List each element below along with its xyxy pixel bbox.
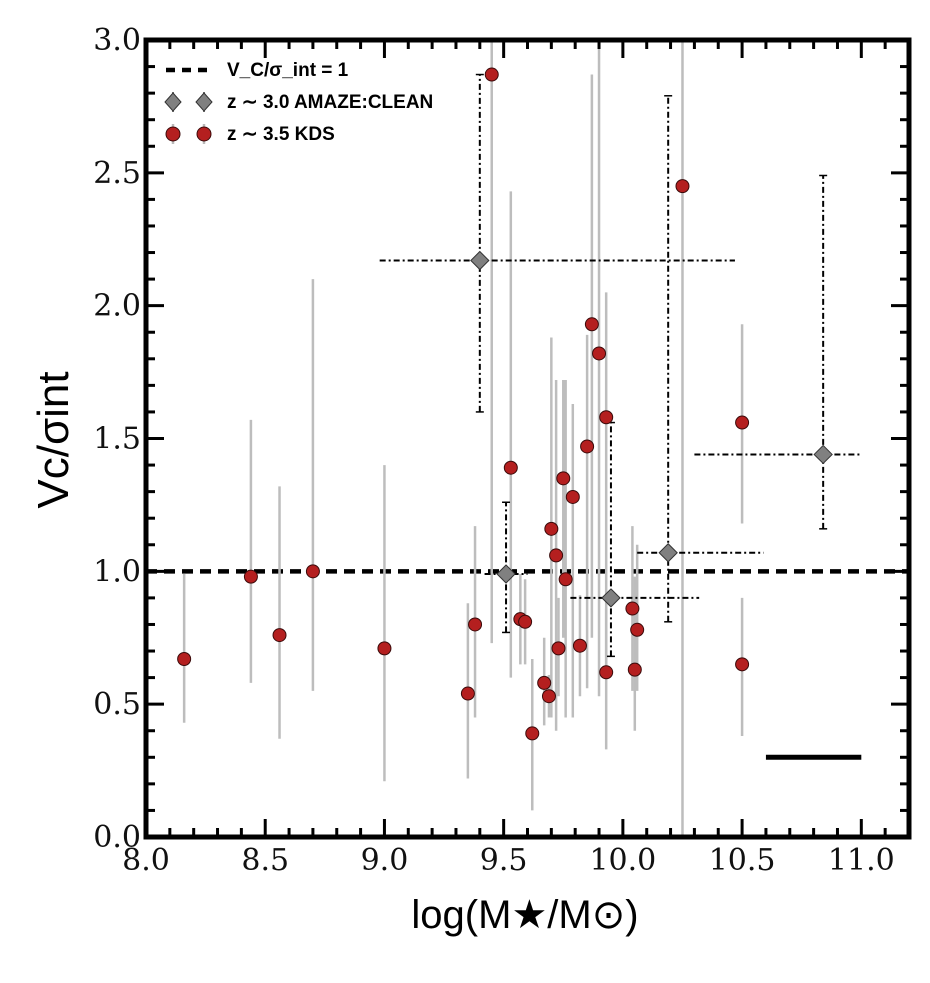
y-tick-label: 2.5 bbox=[93, 156, 141, 191]
kds-point bbox=[625, 601, 640, 616]
kds-point bbox=[551, 641, 566, 656]
legend-item-reference-line: V_C/σ_int = 1 bbox=[166, 60, 349, 81]
kds-point bbox=[630, 622, 645, 637]
kds-point bbox=[243, 569, 258, 584]
x-axis-title: log(M★/M⊙) bbox=[411, 893, 638, 937]
kds-point bbox=[177, 652, 192, 667]
legend-item-kds: z ∼ 3.5 KDS bbox=[165, 124, 335, 145]
amaze-point bbox=[470, 250, 490, 271]
y-tick-label: 3.0 bbox=[93, 23, 141, 58]
y-tick-label: 2.0 bbox=[93, 289, 141, 324]
kds-point bbox=[572, 638, 587, 653]
kds-point bbox=[549, 548, 564, 563]
x-tick-label: 9.0 bbox=[361, 843, 409, 878]
x-tick-label: 9.5 bbox=[480, 843, 528, 878]
amaze-point bbox=[496, 564, 516, 584]
kds-point bbox=[544, 521, 559, 536]
legend-circle-marker bbox=[196, 126, 212, 142]
plot-area bbox=[146, 40, 909, 837]
data-marks bbox=[146, 40, 909, 837]
plot-frame bbox=[143, 37, 912, 840]
kds-point bbox=[565, 489, 580, 504]
x-tick-label: 10.0 bbox=[589, 843, 656, 878]
kds-point bbox=[377, 641, 392, 656]
x-tick-label: 10.5 bbox=[709, 843, 776, 878]
kds-point bbox=[460, 686, 475, 701]
kds-point bbox=[518, 614, 533, 629]
legend-item-amaze: z ∼ 3.0 AMAZE:CLEAN bbox=[164, 92, 433, 113]
kds-point bbox=[537, 675, 552, 690]
kds-point bbox=[580, 439, 595, 454]
x-tick-label: 8.5 bbox=[241, 843, 289, 878]
kds-point bbox=[735, 657, 750, 672]
legend: V_C/σ_int = 1 z ∼ 3.0 AMAZE:CLEAN z ∼ 3.… bbox=[164, 60, 433, 145]
kds-point bbox=[627, 662, 642, 677]
kds-point bbox=[599, 410, 614, 425]
kds-point bbox=[592, 346, 607, 361]
kds-point bbox=[272, 628, 287, 643]
legend-diamond-marker bbox=[195, 92, 213, 112]
axis-ticks: 8.0 8.5 9.0 9.5 10.0 10.5 11.0 0.0 0.5 1.0 1.5 2.0 2… bbox=[93, 23, 911, 878]
kds-point bbox=[558, 572, 573, 587]
kds-point bbox=[503, 460, 518, 475]
y-tick-label: 1.0 bbox=[93, 554, 141, 589]
x-tick-label: 8.0 bbox=[122, 843, 170, 878]
legend-label-amaze: z ∼ 3.0 AMAZE:CLEAN bbox=[227, 92, 433, 113]
x-tick-label: 11.0 bbox=[828, 843, 895, 878]
kds-point bbox=[468, 617, 483, 632]
y-tick-label: 0.5 bbox=[93, 687, 141, 722]
y-axis-title: Vc/σint bbox=[29, 371, 78, 508]
kds-point bbox=[599, 665, 614, 680]
kds-point bbox=[675, 179, 690, 194]
kds-point bbox=[541, 689, 556, 704]
kds-point bbox=[556, 471, 571, 486]
legend-label-reference: V_C/σ_int = 1 bbox=[227, 60, 349, 81]
y-tick-label: 1.5 bbox=[93, 422, 141, 457]
kds-point bbox=[484, 67, 499, 82]
amaze-point bbox=[658, 543, 678, 563]
kds-point bbox=[305, 564, 320, 579]
kds-point bbox=[525, 726, 540, 741]
kds-point bbox=[735, 415, 750, 430]
legend-diamond-marker bbox=[164, 92, 182, 112]
y-tick-label: 0.0 bbox=[93, 820, 141, 855]
amaze-point bbox=[601, 588, 621, 608]
amaze-point bbox=[813, 444, 833, 465]
legend-label-kds: z ∼ 3.5 KDS bbox=[227, 124, 335, 145]
kds-point bbox=[584, 317, 599, 332]
legend-circle-marker bbox=[165, 126, 181, 142]
